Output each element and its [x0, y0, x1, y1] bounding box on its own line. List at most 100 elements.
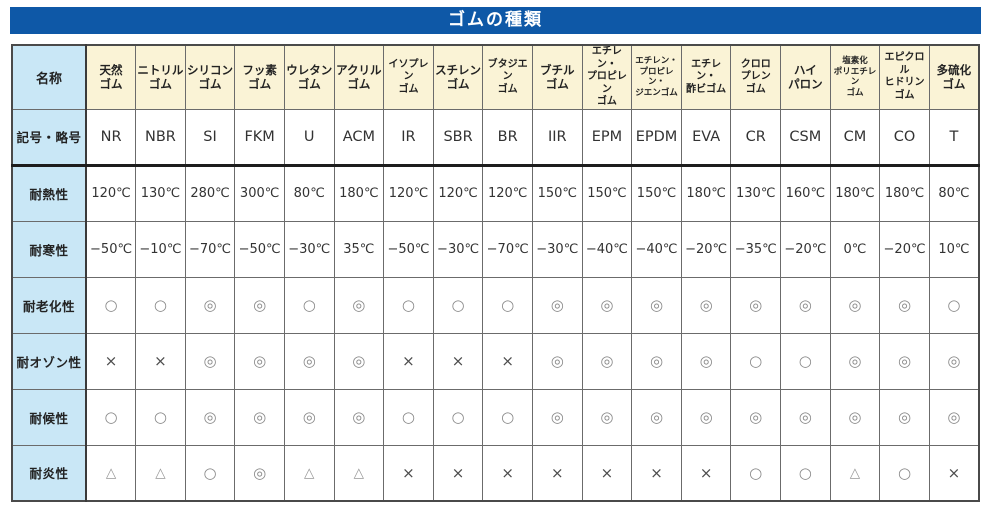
table-row: 耐候性 ○ ○ ◎ ◎ ◎ ◎ ○ ○ ○ ◎ ◎ ◎ ◎ ◎ ◎ ◎ ◎ ◎: [11, 388, 980, 446]
table-row: 耐老化性 ○ ○ ◎ ◎ ○ ◎ ○ ○ ○ ◎ ◎ ◎ ◎ ◎ ◎ ◎ ◎ ○: [11, 276, 980, 334]
table-cell: FKM: [234, 108, 285, 167]
table-cell: 120℃: [85, 164, 137, 222]
table-cell: 120℃: [482, 164, 533, 222]
column-header: エピクロル ヒドリン ゴム: [879, 44, 930, 110]
table-cell: ×: [482, 332, 533, 390]
column-header: エチレン・ プロピレン ゴム: [581, 44, 633, 110]
table-cell: ○: [780, 444, 831, 502]
table-cell: ◎: [531, 388, 583, 446]
table-cell: ○: [928, 276, 980, 334]
header-row: 名称 天然 ゴム ニトリル ゴム シリコン ゴム フッ素 ゴム ウレタン ゴム アクリル ゴ…: [11, 44, 980, 110]
table-cell: CSM: [780, 108, 831, 167]
table-cell: ○: [879, 444, 930, 502]
table-cell: ◎: [531, 332, 583, 390]
table-cell: ○: [184, 444, 236, 502]
table-cell: EPDM: [631, 108, 682, 167]
table-cell: ○: [85, 388, 137, 446]
table-cell: ◎: [234, 388, 285, 446]
table-cell: ◎: [581, 388, 633, 446]
column-header: ブタジエン ゴム: [482, 44, 533, 110]
table-cell: ◎: [333, 388, 385, 446]
table-cell: △: [829, 444, 881, 502]
table-cell: 160℃: [780, 164, 831, 222]
table-cell: 120℃: [383, 164, 434, 222]
column-header: フッ素 ゴム: [234, 44, 285, 110]
table-cell: ○: [283, 276, 335, 334]
table-cell: EVA: [680, 108, 732, 167]
table-cell: SI: [184, 108, 236, 167]
table-cell: ◎: [234, 444, 285, 502]
table-cell: CM: [829, 108, 881, 167]
table-cell: △: [135, 444, 186, 502]
table-cell: ◎: [680, 332, 732, 390]
table-cell: ○: [383, 388, 434, 446]
table-cell: 150℃: [581, 164, 633, 222]
table-cell: ◎: [283, 388, 335, 446]
table-row: 耐炎性 △ △ ○ ◎ △ △ × × × × × × × ○ ○ △ ○ ×: [11, 444, 980, 502]
table-cell: U: [283, 108, 335, 167]
table-cell: 0℃: [829, 220, 881, 278]
table-cell: ◎: [631, 388, 682, 446]
table-cell: IIR: [531, 108, 583, 167]
row-label: 記号・略号: [11, 108, 87, 167]
table-cell: −30℃: [531, 220, 583, 278]
table-cell: ◎: [780, 276, 831, 334]
column-header: スチレン ゴム: [432, 44, 484, 110]
column-header: ハイ パロン: [780, 44, 831, 110]
column-header: イソプレン ゴム: [383, 44, 434, 110]
table-cell: ◎: [829, 388, 881, 446]
title-bar: ゴムの種類: [10, 7, 981, 34]
table-cell: ◎: [234, 332, 285, 390]
table-cell: BR: [482, 108, 533, 167]
table-cell: IR: [383, 108, 434, 167]
table-cell: −20℃: [680, 220, 732, 278]
table-cell: −30℃: [432, 220, 484, 278]
table-cell: ○: [383, 276, 434, 334]
table-cell: −20℃: [879, 220, 930, 278]
table-cell: −30℃: [283, 220, 335, 278]
table-cell: ×: [432, 444, 484, 502]
table-cell: 150℃: [631, 164, 682, 222]
table-cell: ◎: [730, 388, 782, 446]
table-row: 記号・略号 NR NBR SI FKM U ACM IR SBR BR IIR EPM EPDM EVA C…: [11, 108, 980, 167]
table-cell: ◎: [631, 276, 682, 334]
table-cell: ×: [680, 444, 732, 502]
table-cell: ◎: [333, 332, 385, 390]
table-cell: 120℃: [432, 164, 484, 222]
table-cell: −10℃: [135, 220, 186, 278]
corner-label: 名称: [11, 44, 87, 110]
column-header: 天然 ゴム: [85, 44, 137, 110]
table-cell: ◎: [631, 332, 682, 390]
table-cell: SBR: [432, 108, 484, 167]
table-cell: △: [333, 444, 385, 502]
table-row: 耐寒性 −50℃ −10℃ −70℃ −50℃ −30℃ 35℃ −50℃ −30℃ −70℃ −3…: [11, 220, 980, 278]
table-cell: NBR: [135, 108, 186, 167]
table-cell: ◎: [879, 332, 930, 390]
table-cell: 80℃: [928, 164, 980, 222]
table-cell: ◎: [928, 388, 980, 446]
table-cell: ◎: [829, 276, 881, 334]
table-cell: 180℃: [680, 164, 732, 222]
column-header: アクリル ゴム: [333, 44, 385, 110]
table-cell: ◎: [680, 276, 732, 334]
column-header: ニトリル ゴム: [135, 44, 186, 110]
table-cell: 10℃: [928, 220, 980, 278]
table-cell: ×: [383, 332, 434, 390]
table-cell: −35℃: [730, 220, 782, 278]
table-row: 耐オゾン性 × × ◎ ◎ ◎ ◎ × × × ◎ ◎ ◎ ◎ ○ ○ ◎ ◎ ◎: [11, 332, 980, 390]
table-cell: −40℃: [581, 220, 633, 278]
table-cell: ◎: [184, 332, 236, 390]
table-cell: ◎: [928, 332, 980, 390]
table-cell: ×: [928, 444, 980, 502]
table-cell: ×: [531, 444, 583, 502]
table-cell: 130℃: [730, 164, 782, 222]
table-cell: ◎: [829, 332, 881, 390]
table-cell: CR: [730, 108, 782, 167]
table-cell: −20℃: [780, 220, 831, 278]
column-header: ブチル ゴム: [531, 44, 583, 110]
row-label: 耐老化性: [11, 276, 87, 334]
table-cell: ×: [383, 444, 434, 502]
table-cell: ◎: [531, 276, 583, 334]
page-title: ゴムの種類: [448, 10, 543, 30]
table-cell: ○: [432, 388, 484, 446]
